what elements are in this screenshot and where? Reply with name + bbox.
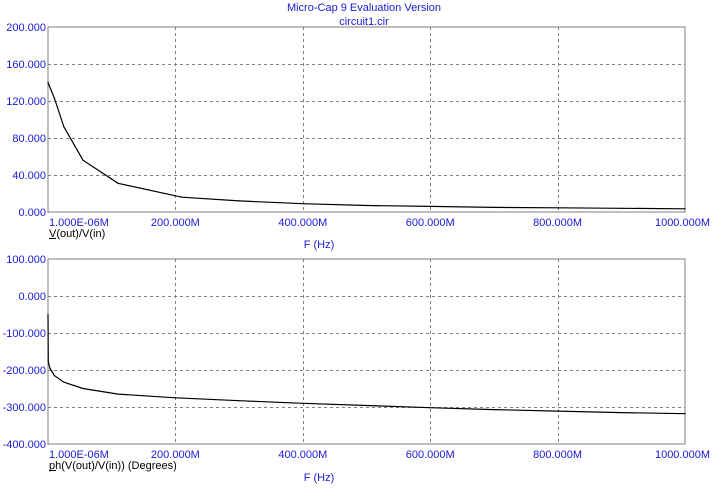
phase-trace-point bbox=[49, 367, 51, 369]
magnitude-x-tick-label: 1000.000M bbox=[655, 217, 710, 229]
magnitude-y-tick-label: 120.000 bbox=[6, 96, 46, 108]
phase-trace-point bbox=[174, 397, 176, 399]
phase-x-axis-label: F (Hz) bbox=[304, 472, 335, 484]
phase-trace-point bbox=[238, 400, 240, 402]
magnitude-trace-label[interactable]: V(out)/V(in) bbox=[49, 228, 105, 240]
phase-trace-point bbox=[47, 313, 49, 316]
phase-trace-line bbox=[47, 314, 686, 415]
phase-trace-point bbox=[302, 402, 304, 404]
window-title: Micro-Cap 9 Evaluation Version bbox=[287, 2, 441, 14]
phase-x-tick-label: 200.000M bbox=[151, 449, 200, 461]
phase-x-tick-label: 600.000M bbox=[406, 449, 455, 461]
phase-y-tick-label: 0.000 bbox=[18, 291, 46, 303]
magnitude-x-tick-label: 200.000M bbox=[151, 217, 200, 229]
magnitude-y-tick-label: 200.000 bbox=[6, 22, 46, 34]
circuit-file-name: circuit1.cir bbox=[339, 16, 389, 28]
magnitude-trace-point bbox=[181, 196, 183, 198]
magnitude-x-tick-label: 800.000M bbox=[533, 217, 582, 229]
phase-x-tick-label: 1.000E-06M bbox=[49, 449, 109, 461]
magnitude-y-tick-label: 0.000 bbox=[18, 207, 46, 219]
magnitude-trace-point bbox=[117, 182, 119, 184]
phase-y-tick-label: -400.000 bbox=[3, 439, 46, 451]
magnitude-x-tick-label: 400.000M bbox=[278, 217, 327, 229]
phase-trace-point bbox=[429, 407, 431, 409]
magnitude-x-axis-label: F (Hz) bbox=[304, 239, 335, 251]
phase-plot-frame bbox=[47, 258, 686, 445]
magnitude-trace-point bbox=[684, 208, 686, 210]
magnitude-plot-frame bbox=[47, 26, 686, 213]
phase-trace-point bbox=[365, 404, 368, 407]
magnitude-panel[interactable]: 200.000 160.000 120.000 80.000 40.000 0.0001.… bbox=[6, 22, 710, 251]
magnitude-trace-point bbox=[620, 207, 622, 209]
phase-trace-label[interactable]: ph(V(out)/V(in)) (Degrees) bbox=[49, 460, 177, 472]
magnitude-x-tick-label: 600.000M bbox=[406, 217, 455, 229]
phase-trace-point bbox=[620, 411, 622, 414]
magnitude-trace-point bbox=[493, 206, 495, 208]
phase-x-tick-label: 400.000M bbox=[278, 449, 327, 461]
magnitude-trace-point bbox=[82, 159, 84, 161]
phase-trace-point bbox=[117, 393, 119, 395]
phase-panel[interactable]: 100.000 0.000 -100.000 -200.000 -300.000 -400… bbox=[3, 254, 710, 484]
phase-x-tick-label: 1000.000M bbox=[655, 449, 710, 461]
phase-trace-point bbox=[47, 361, 49, 363]
phase-trace-point bbox=[82, 387, 84, 390]
phase-trace-point bbox=[684, 413, 686, 415]
magnitude-trace-point bbox=[63, 126, 65, 128]
phase-trace-point bbox=[557, 410, 559, 412]
magnitude-y-tick-label: 160.000 bbox=[6, 59, 46, 71]
magnitude-x-tick-label: 1.000E-06M bbox=[49, 217, 109, 229]
magnitude-trace-point bbox=[429, 205, 431, 208]
phase-trace-point bbox=[63, 381, 65, 383]
magnitude-trace-point bbox=[302, 203, 304, 205]
phase-trace-point bbox=[493, 408, 495, 411]
phase-y-tick-label: -300.000 bbox=[3, 402, 46, 414]
magnitude-trace-line bbox=[47, 82, 686, 210]
phase-y-tick-label: -100.000 bbox=[3, 328, 46, 340]
magnitude-trace-point bbox=[53, 97, 55, 99]
phase-x-tick-label: 800.000M bbox=[533, 449, 582, 461]
magnitude-trace-point bbox=[365, 204, 368, 207]
magnitude-trace-point bbox=[238, 200, 240, 202]
phase-y-tick-label: 100.000 bbox=[6, 254, 46, 266]
magnitude-trace-point bbox=[557, 207, 559, 209]
magnitude-trace-point bbox=[47, 81, 49, 84]
phase-y-tick-label: -200.000 bbox=[3, 365, 46, 377]
magnitude-y-tick-label: 40.000 bbox=[12, 170, 46, 182]
phase-trace-point bbox=[53, 374, 55, 377]
magnitude-y-tick-label: 80.000 bbox=[12, 133, 46, 145]
